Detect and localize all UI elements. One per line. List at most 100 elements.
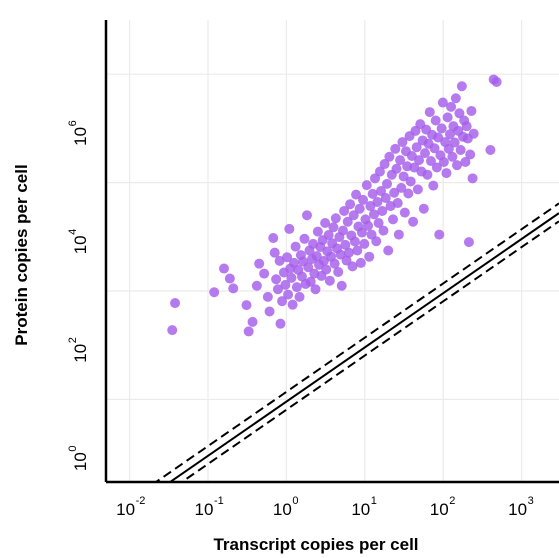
data-point	[461, 121, 472, 132]
data-point	[311, 251, 322, 262]
data-point	[450, 93, 461, 104]
data-point	[361, 180, 372, 191]
data-point	[367, 188, 378, 199]
data-point	[422, 169, 433, 180]
data-point	[412, 184, 423, 195]
data-point	[347, 261, 358, 272]
data-point	[241, 300, 252, 311]
data-point	[403, 188, 414, 199]
data-point	[323, 230, 334, 241]
x-tick-base: 10	[116, 500, 135, 519]
grid	[106, 20, 559, 482]
data-point	[337, 225, 348, 236]
data-point	[167, 325, 178, 336]
data-point	[372, 196, 383, 207]
data-point	[396, 182, 407, 193]
data-point	[209, 287, 220, 298]
data-point	[436, 123, 447, 134]
data-point	[379, 159, 390, 170]
data-point	[321, 264, 332, 275]
confidence-line	[180, 220, 559, 482]
data-point	[343, 247, 354, 258]
data-point	[339, 205, 350, 216]
y-tick-exponent: 2	[67, 337, 79, 343]
data-point	[418, 203, 429, 214]
data-point	[460, 157, 471, 168]
data-point	[268, 233, 279, 244]
data-point	[468, 128, 479, 139]
data-point	[312, 226, 323, 237]
data-point	[431, 162, 442, 173]
data-point	[463, 237, 474, 248]
y-tick-base: 10	[71, 452, 90, 471]
x-axis-title: Transcript copies per cell	[213, 535, 418, 554]
data-point	[395, 155, 406, 166]
y-tick-label: 100	[67, 446, 90, 472]
x-tick-exponent: 1	[371, 495, 377, 507]
data-point	[277, 296, 288, 307]
data-point	[243, 326, 254, 337]
x-tick-base: 10	[351, 500, 370, 519]
data-point	[373, 217, 384, 228]
data-point	[393, 229, 404, 240]
data-point	[320, 217, 331, 228]
data-point	[262, 291, 273, 302]
data-point	[283, 289, 294, 300]
data-point	[419, 148, 430, 159]
data-point	[329, 258, 340, 269]
x-tick-label: 10 0	[273, 495, 299, 519]
y-tick-base: 10	[71, 344, 90, 363]
data-point	[324, 275, 335, 286]
data-point	[219, 263, 230, 274]
data-point	[467, 173, 478, 184]
data-point	[224, 273, 235, 284]
data-point	[371, 236, 382, 247]
data-points	[167, 74, 502, 337]
data-point	[374, 166, 385, 177]
data-point	[274, 255, 285, 266]
y-tick-label: 102	[67, 337, 90, 363]
data-point	[287, 299, 298, 310]
data-point	[363, 220, 374, 231]
data-point	[271, 274, 282, 285]
data-point	[392, 198, 403, 209]
data-point	[368, 209, 379, 220]
data-point	[398, 171, 409, 182]
y-tick-base: 10	[71, 127, 90, 146]
data-point	[351, 189, 362, 200]
y-tick-label: 106	[67, 120, 90, 146]
data-point	[275, 318, 286, 329]
data-point	[301, 210, 312, 221]
data-point	[397, 137, 408, 148]
data-point	[269, 247, 280, 258]
data-point	[228, 283, 239, 294]
data-point	[388, 214, 399, 225]
data-point	[424, 107, 435, 118]
data-point	[296, 271, 307, 282]
data-point	[259, 268, 270, 279]
data-point	[290, 241, 301, 252]
data-point	[310, 284, 321, 295]
data-point	[454, 108, 465, 119]
data-point	[356, 227, 367, 238]
x-tick-exponent: -2	[136, 495, 146, 507]
data-point	[251, 280, 262, 291]
data-point	[447, 151, 458, 162]
data-point	[359, 238, 370, 249]
data-point	[377, 205, 388, 216]
data-point	[328, 222, 339, 233]
data-point	[425, 156, 436, 167]
y-tick-exponent: 4	[67, 229, 79, 235]
x-tick-base: 10	[430, 500, 449, 519]
data-point	[384, 151, 395, 162]
data-point	[358, 194, 369, 205]
data-point	[441, 168, 452, 179]
data-point	[433, 132, 444, 143]
data-point	[336, 280, 347, 291]
data-point	[443, 143, 454, 154]
data-point	[380, 193, 391, 204]
data-point	[438, 157, 449, 168]
data-point	[455, 144, 466, 155]
